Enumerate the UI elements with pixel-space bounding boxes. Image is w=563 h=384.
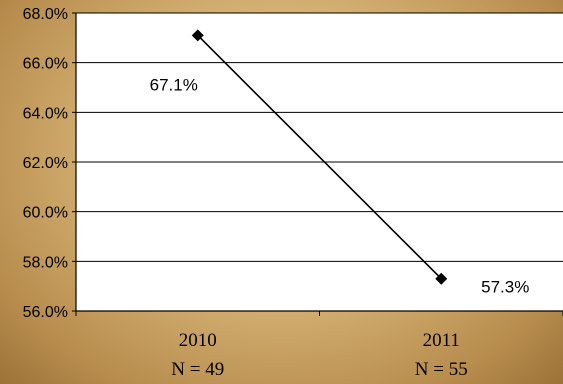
x-category-label: 2010 [179,330,217,351]
y-tick-label: 58.0% [23,254,68,271]
x-category-label: 2011 [423,330,460,351]
data-label: 57.3% [481,278,529,297]
data-point-marker [435,272,448,285]
y-axis-ticks: 56.0% 58.0% 60.0% 62.0% 64.0% 66.0% 68.0% [23,6,77,321]
x-axis: 2010 N = 49 2011 N = 55 [75,310,563,380]
x-category-sublabel: N = 55 [415,359,468,380]
y-tick-label: 60.0% [23,205,68,222]
y-tick-label: 56.0% [23,304,68,321]
x-category-sublabel: N = 49 [171,359,224,380]
series-line-group: 67.1% 57.3% [150,29,529,297]
y-tick-label: 68.0% [23,6,68,23]
y-tick-label: 64.0% [23,105,68,122]
data-point-marker [191,29,204,42]
y-tick-label: 66.0% [23,56,68,73]
series-line [197,34,442,280]
y-tick-label: 62.0% [23,155,68,172]
data-label: 67.1% [150,75,198,94]
